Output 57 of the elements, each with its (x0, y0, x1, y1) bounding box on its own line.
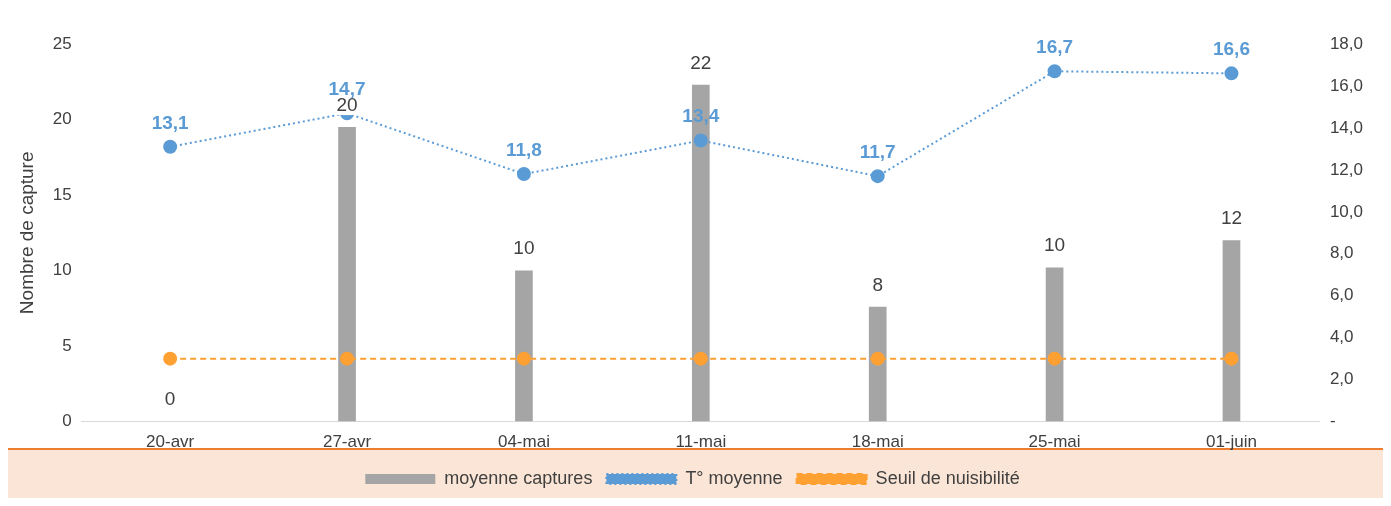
y-tick-label: 5 (62, 335, 72, 355)
y-tick-label: 20 (52, 109, 72, 129)
y2-tick-label: 6,0 (1329, 285, 1354, 305)
y2-tick-label: 2,0 (1329, 369, 1354, 389)
x-tick-label: 18-mai (851, 432, 904, 452)
x-tick-label: 11-mai (675, 432, 727, 452)
point (870, 351, 885, 366)
x-tick-label: 25-mai (1028, 432, 1081, 452)
legend-label: Seuil de nuisibilité (875, 467, 1020, 488)
legend-label: T° moyenne (685, 467, 783, 488)
bar (868, 306, 887, 422)
data-label: 11,8 (505, 138, 542, 160)
y-tick-label: 0 (62, 411, 72, 431)
data-label: 10 (513, 237, 535, 259)
point (693, 351, 708, 366)
y2-tick-label: 14,0 (1329, 117, 1364, 137)
point (516, 351, 531, 366)
x-tick-label: 01-juin (1205, 432, 1257, 452)
x-tick-label: 20-avr (146, 432, 195, 452)
y-tick-label: 10 (52, 260, 72, 280)
y2-tick-label: 18,0 (1329, 33, 1364, 53)
data-label: 8 (872, 273, 883, 295)
point (1047, 64, 1062, 79)
data-label: 10 (1044, 234, 1066, 256)
y-axis-title: Nombre de capture (15, 151, 37, 315)
data-label: 11,7 (859, 140, 896, 162)
x-tick-label: 27-avr (322, 432, 372, 452)
data-label: 12 (1220, 207, 1243, 229)
legend-label: moyenne captures (444, 467, 593, 488)
data-label: 0 (164, 388, 176, 410)
data-label: 13,1 (151, 111, 190, 133)
point (516, 167, 531, 182)
point (1224, 351, 1239, 366)
y2-tick-label: - (1329, 411, 1336, 431)
y-tick-label: 25 (52, 33, 72, 53)
bar (515, 270, 533, 422)
y2-tick-label: 12,0 (1329, 159, 1364, 179)
point (340, 351, 355, 366)
data-label: 16,7 (1036, 36, 1074, 58)
y2-tick-label: 4,0 (1329, 327, 1354, 347)
point (870, 169, 885, 184)
y2-tick-label: 10,0 (1329, 201, 1364, 221)
y2-tick-label: 16,0 (1329, 75, 1364, 95)
data-label: 22 (690, 51, 712, 73)
point (693, 133, 708, 148)
data-label: 13,4 (682, 105, 720, 127)
data-label: 16,6 (1212, 38, 1250, 60)
x-tick-label: 04-mai (497, 432, 550, 452)
point (163, 351, 178, 366)
bar (338, 127, 356, 422)
y-tick-label: 15 (52, 184, 72, 204)
point (163, 139, 178, 154)
y2-tick-label: 8,0 (1329, 243, 1354, 263)
bar (1045, 267, 1064, 422)
bar (1222, 240, 1241, 422)
point (1047, 351, 1062, 366)
point (1224, 66, 1239, 81)
